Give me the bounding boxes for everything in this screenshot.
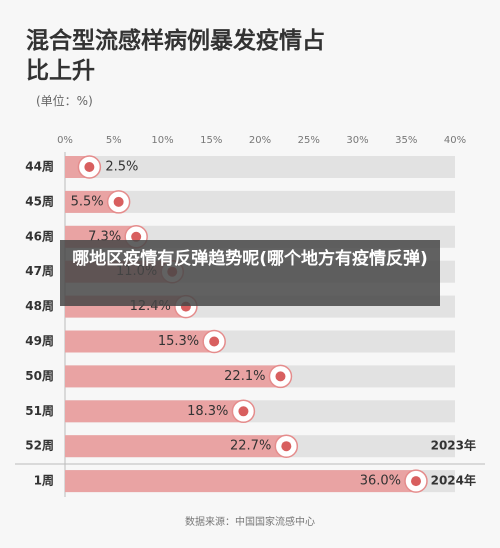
x-tick-label: 10%: [151, 135, 173, 146]
virus-core: [238, 406, 249, 417]
source: 数据来源：中国国家流感中心: [185, 515, 315, 528]
x-tick-label: 5%: [106, 135, 122, 146]
virus-core: [281, 441, 292, 452]
value-label: 36.0%: [360, 474, 401, 489]
virus-core: [411, 476, 421, 487]
virus-core: [275, 371, 286, 382]
subtitle: (单位：%): [36, 94, 93, 108]
x-tick-label: 25%: [298, 135, 320, 146]
year-label: 2024年: [431, 473, 476, 488]
x-tick-label: 0%: [57, 135, 73, 146]
value-label: 22.7%: [230, 439, 271, 454]
y-tick-label: 52周: [25, 439, 54, 453]
y-tick-label: 48周: [25, 299, 54, 313]
bar: [65, 330, 215, 353]
bar: [65, 400, 244, 423]
y-tick-label: 51周: [25, 404, 54, 418]
bar-background: [65, 190, 455, 213]
virus-core: [209, 336, 220, 347]
chart-title: 混合型流感样病例暴发疫情占比上升: [26, 28, 325, 84]
value-label: 2.5%: [105, 160, 138, 175]
bar: [65, 190, 119, 213]
y-tick-label: 50周: [25, 369, 54, 383]
value-label: 5.5%: [71, 194, 104, 209]
bar-background: [65, 156, 455, 178]
virus-core: [131, 231, 142, 242]
x-tick-label: 40%: [444, 135, 466, 146]
x-tick-label: 35%: [395, 135, 417, 146]
virus-core: [113, 196, 124, 207]
year-label: 2023年: [431, 438, 476, 453]
y-tick-label: 45周: [25, 194, 54, 208]
bar: [65, 435, 287, 458]
overlay-caption: 哪地区疫情有反弹趋势呢(哪个地方有疫情反弹): [60, 240, 440, 306]
value-label: 18.3%: [187, 404, 228, 419]
bar: [65, 365, 281, 388]
x-tick-label: 15%: [200, 135, 222, 146]
virus-core: [84, 162, 95, 172]
y-tick-label: 44周: [25, 160, 54, 174]
bar: [65, 470, 416, 493]
x-tick-label: 30%: [346, 135, 368, 146]
y-tick-label: 47周: [25, 264, 54, 278]
x-tick-label: 20%: [249, 135, 271, 146]
y-tick-label: 1周: [34, 474, 54, 488]
value-label: 22.1%: [224, 369, 265, 384]
y-tick-label: 46周: [25, 229, 54, 243]
y-tick-label: 49周: [25, 334, 54, 348]
value-label: 15.3%: [158, 334, 199, 349]
